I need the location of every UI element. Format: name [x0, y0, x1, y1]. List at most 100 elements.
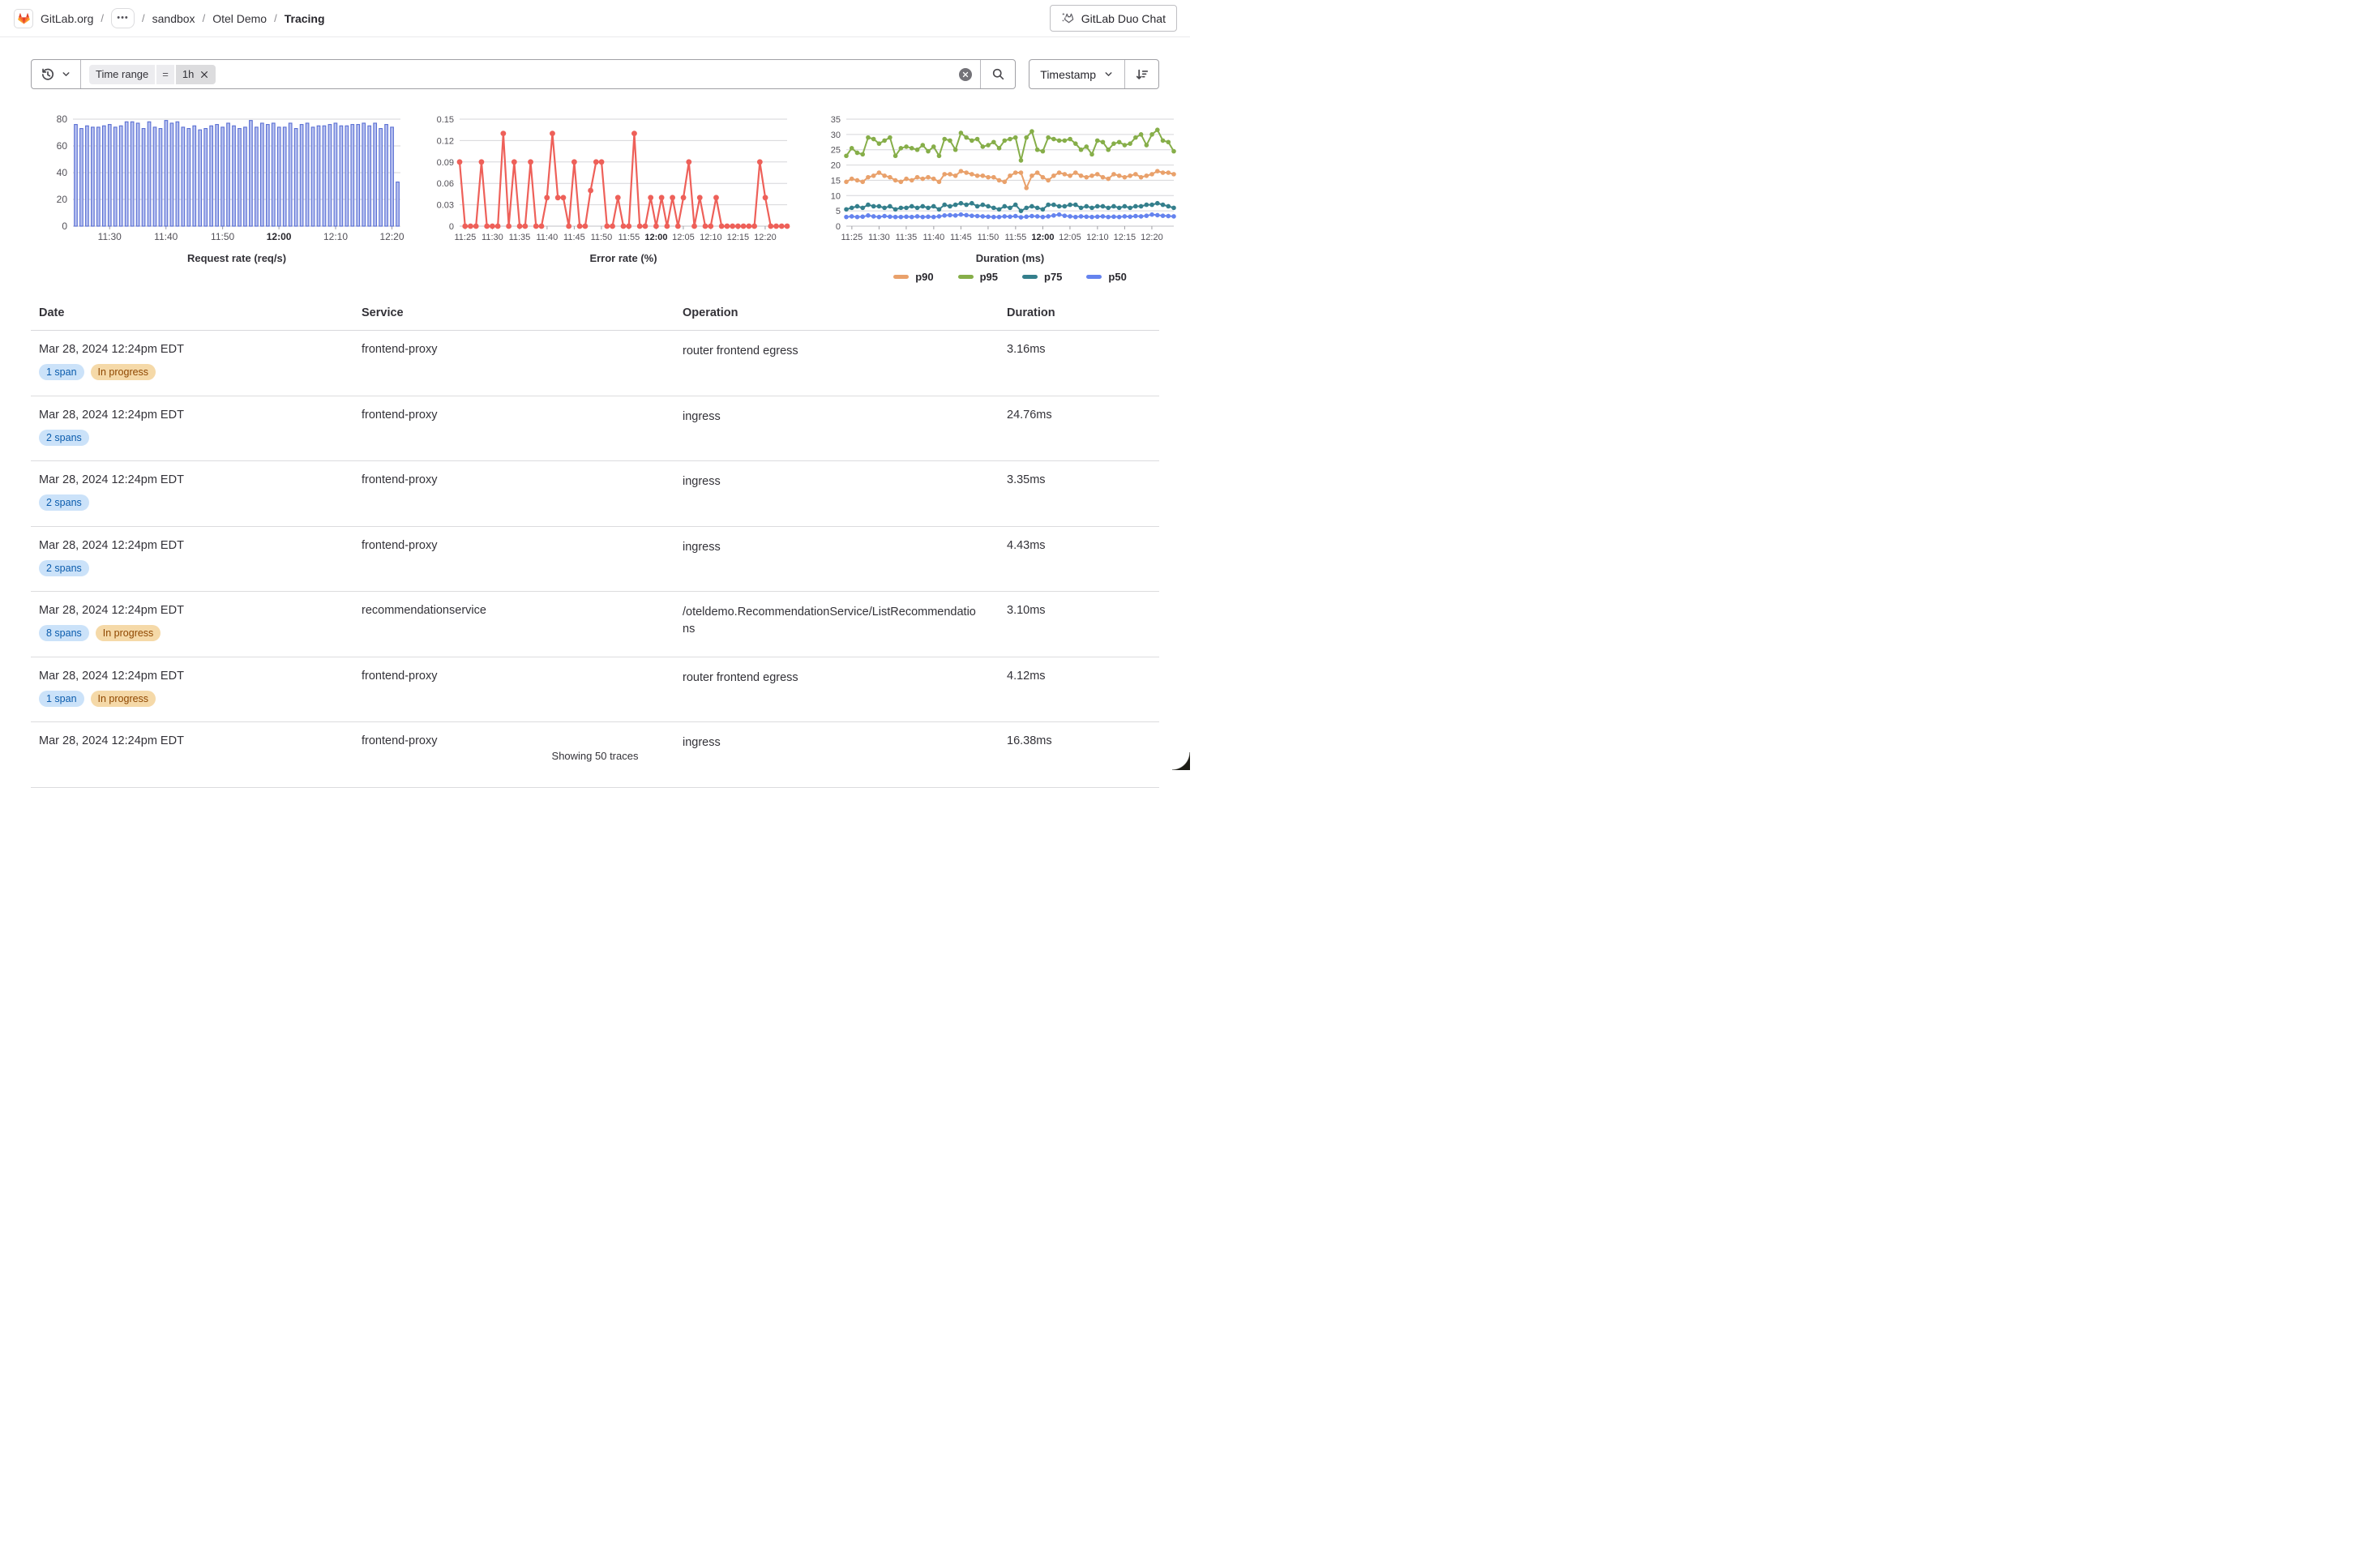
trace-badges: 1 span In progress — [39, 364, 353, 380]
op-cell: ingress — [674, 473, 999, 526]
svg-text:11:40: 11:40 — [154, 231, 178, 242]
trace-row[interactable]: Mar 28, 2024 12:24pm EDT 8 spans In progre… — [31, 592, 1159, 657]
breadcrumb-item-otel-demo[interactable]: Otel Demo — [212, 11, 268, 25]
token-close-icon[interactable] — [199, 70, 209, 79]
date-cell: Mar 28, 2024 12:24pm EDT 1 span In progres… — [31, 670, 353, 722]
traces-count-footer: Showing 50 traces — [546, 750, 644, 762]
top-bar: GitLab.org / ••• / sandbox / Otel Demo /… — [0, 0, 1190, 37]
search-history-button[interactable] — [32, 60, 80, 88]
legend-swatch — [1086, 275, 1102, 279]
duration-cell: 3.10ms — [999, 604, 1159, 657]
spans-badge: 1 span — [39, 364, 84, 380]
svg-text:80: 80 — [57, 113, 68, 125]
charts-row: 0 20 40 60 80 11:30 11:40 11:50 12:00 12:10 12:20 R… — [32, 109, 1190, 283]
breadcrumb-ellipsis-button[interactable]: ••• — [111, 8, 135, 28]
svg-text:11:55: 11:55 — [1005, 233, 1027, 242]
breadcrumb-root[interactable]: GitLab.org — [41, 11, 94, 25]
legend-label: p75 — [1044, 271, 1063, 283]
trace-date: Mar 28, 2024 12:24pm EDT — [39, 473, 184, 486]
filtered-search-input[interactable]: Time range = 1h — [81, 60, 959, 88]
chart-title: Error rate (%) — [589, 252, 657, 264]
duo-chat-button[interactable]: GitLab Duo Chat — [1049, 5, 1177, 32]
time-range-token[interactable]: Time range = 1h — [89, 64, 216, 84]
chart-legend: p90 p95 p75 p50 — [806, 271, 1179, 283]
filtered-search-bar[interactable]: Time range = 1h — [31, 59, 1017, 89]
table-body: Mar 28, 2024 12:24pm EDT 1 span In progres… — [31, 331, 1159, 788]
svg-text:0.03: 0.03 — [437, 201, 454, 211]
svg-text:12:05: 12:05 — [672, 233, 695, 242]
op-cell-text: /oteldemo.RecommendationService/ListReco… — [683, 606, 976, 636]
duration-cell: 3.16ms — [999, 343, 1159, 396]
svg-text:15: 15 — [831, 176, 841, 186]
sort-direction-button[interactable] — [1125, 60, 1158, 88]
duration-cell-text: 4.43ms — [1007, 538, 1046, 552]
token-key[interactable]: Time range — [89, 64, 156, 84]
service-cell: frontend-proxy — [353, 409, 674, 461]
op-cell-text: router frontend egress — [683, 670, 798, 684]
service-cell-text: frontend-proxy — [362, 343, 438, 356]
column-header-date: Date — [39, 306, 65, 319]
legend-item-p90[interactable]: p90 — [893, 271, 934, 283]
token-operator[interactable]: = — [156, 64, 174, 84]
service-cell: frontend-proxy — [353, 734, 674, 787]
date-cell: Mar 28, 2024 12:24pm EDT 2 spans — [31, 473, 353, 526]
svg-text:12:05: 12:05 — [1059, 233, 1081, 242]
svg-text:12:20: 12:20 — [379, 231, 404, 242]
legend-item-p95[interactable]: p95 — [957, 271, 998, 283]
svg-text:12:15: 12:15 — [1114, 233, 1136, 242]
sort-field-dropdown[interactable]: Timestamp — [1029, 60, 1124, 88]
svg-text:0: 0 — [449, 222, 454, 232]
svg-text:11:35: 11:35 — [509, 233, 531, 242]
group-avatar[interactable] — [14, 8, 33, 28]
search-icon — [992, 68, 1004, 80]
trace-date: Mar 28, 2024 12:24pm EDT — [39, 734, 184, 747]
chevron-down-icon — [1105, 72, 1112, 76]
service-cell: frontend-proxy — [353, 473, 674, 526]
svg-text:35: 35 — [831, 115, 841, 125]
breadcrumb-item-sandbox[interactable]: sandbox — [152, 11, 195, 25]
spans-badge: 2 spans — [39, 494, 89, 511]
status-badge: In progress — [90, 364, 156, 380]
breadcrumb-separator: / — [142, 12, 145, 24]
op-cell-text: ingress — [683, 540, 721, 554]
token-value-text: 1h — [182, 68, 195, 80]
trace-row[interactable]: Mar 28, 2024 12:24pm EDT 2 spans frontend-… — [31, 396, 1159, 461]
trace-row[interactable]: Mar 28, 2024 12:24pm EDT 1 span In progres… — [31, 331, 1159, 396]
spans-badge: 2 spans — [39, 559, 89, 576]
svg-text:11:30: 11:30 — [868, 233, 890, 242]
svg-text:25: 25 — [831, 146, 841, 156]
clear-search-button[interactable] — [959, 67, 973, 81]
trace-row[interactable]: Mar 28, 2024 12:24pm EDT frontend-proxy in… — [31, 722, 1159, 788]
duration-cell-text: 16.38ms — [1007, 734, 1052, 747]
trace-row[interactable]: Mar 28, 2024 12:24pm EDT 2 spans frontend-… — [31, 461, 1159, 527]
service-cell-text: frontend-proxy — [362, 408, 438, 422]
token-value[interactable]: 1h — [175, 64, 216, 84]
service-cell: frontend-proxy — [353, 670, 674, 722]
spans-badge: 1 span — [39, 690, 84, 707]
trace-date: Mar 28, 2024 12:24pm EDT — [39, 343, 184, 356]
op-cell: ingress — [674, 539, 999, 592]
trace-badges: 2 spans — [39, 559, 353, 576]
duration-cell-text: 4.12ms — [1007, 669, 1046, 683]
svg-text:30: 30 — [831, 131, 841, 140]
chart-error-rate: 0 0.03 0.06 0.09 0.12 0.15 11:25 11:30 11:35 11:4… — [419, 109, 792, 283]
svg-text:0: 0 — [62, 220, 67, 232]
service-cell: frontend-proxy — [353, 343, 674, 396]
legend-item-p50[interactable]: p50 — [1086, 271, 1127, 283]
service-cell-text: frontend-proxy — [362, 669, 438, 683]
trace-badges: 1 span In progress — [39, 690, 353, 707]
legend-label: p95 — [979, 271, 998, 283]
service-cell-text: frontend-proxy — [362, 473, 438, 486]
op-cell-text: ingress — [683, 475, 721, 488]
column-header-duration: Duration — [1007, 306, 1055, 319]
legend-item-p75[interactable]: p75 — [1022, 271, 1062, 283]
search-submit-button[interactable] — [981, 60, 1015, 88]
breadcrumb-current-tracing: Tracing — [284, 11, 325, 25]
trace-row[interactable]: Mar 28, 2024 12:24pm EDT 1 span In progres… — [31, 657, 1159, 722]
status-badge: In progress — [95, 625, 161, 641]
chart-duration-ms: 0 5 10 15 20 25 30 35 11:25 11:30 11:35 11:40 11:45 1… — [806, 109, 1179, 283]
trace-row[interactable]: Mar 28, 2024 12:24pm EDT 2 spans frontend-… — [31, 527, 1159, 592]
column-header-service: Service — [362, 306, 404, 319]
duration-cell-text: 3.35ms — [1007, 473, 1046, 486]
svg-text:12:20: 12:20 — [1141, 233, 1163, 242]
